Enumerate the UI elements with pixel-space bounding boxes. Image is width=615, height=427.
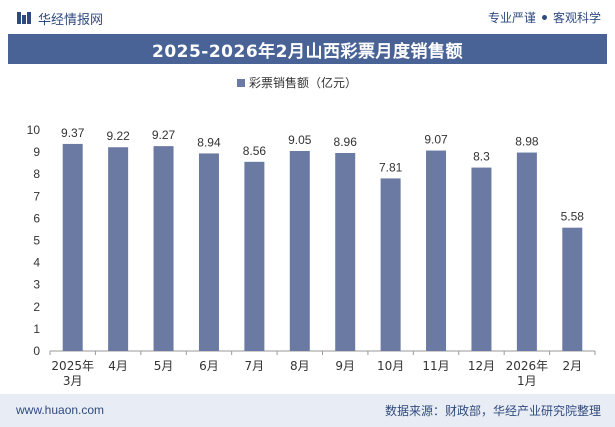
x-tick-label: 12月 xyxy=(468,359,495,373)
bar-chart: 彩票销售额（亿元） 0 1 2 3 4 5 6 7 8 9 10 2025年 3月 4月 5月 6月 7月 8月… xyxy=(27,75,596,388)
x-tick-label: 6月 xyxy=(199,359,219,373)
brand-logo: 华经情报网 xyxy=(16,8,103,28)
bar xyxy=(471,167,492,351)
bar-value-label: 9.22 xyxy=(106,129,130,143)
bar xyxy=(380,178,401,351)
x-tick-label: 5月 xyxy=(154,359,174,373)
bar xyxy=(516,152,537,351)
footer-website: www.huaon.com xyxy=(16,403,105,417)
footer-source: 数据来源：财政部，华经产业研究院整理 xyxy=(384,404,601,418)
chart-legend: 彩票销售额（亿元） xyxy=(237,75,357,90)
data-labels: 9.37 9.22 9.27 8.94 8.56 9.05 8.96 7.81 9.07 8.3 8… xyxy=(61,126,584,224)
bar-value-label: 5.58 xyxy=(561,210,585,224)
bar xyxy=(62,143,83,351)
bar xyxy=(244,161,265,351)
brand-name: 华经情报网 xyxy=(38,12,104,28)
y-tick-label: 8 xyxy=(33,167,40,181)
x-tick-label: 8月 xyxy=(290,359,310,373)
bar-value-label: 8.96 xyxy=(334,135,358,149)
y-tick-label: 5 xyxy=(33,234,40,248)
tagline: 专业严谨 客观科学 xyxy=(488,9,601,26)
chart-title: 2025-2026年2月山西彩票月度销售额 xyxy=(151,41,463,62)
y-tick-label: 2 xyxy=(33,300,40,314)
tagline-right: 客观科学 xyxy=(552,11,601,25)
y-tick-label: 4 xyxy=(33,256,40,270)
brand-logo-icon xyxy=(17,12,31,24)
bar-value-label: 8.3 xyxy=(473,150,490,164)
tagline-dot-icon xyxy=(541,15,547,20)
y-tick-label: 1 xyxy=(33,322,40,336)
y-tick-label: 6 xyxy=(33,211,40,225)
y-tick-label: 7 xyxy=(33,189,40,203)
x-tick-label: 9月 xyxy=(335,359,355,373)
bar xyxy=(198,153,219,351)
x-tick-label: 10月 xyxy=(377,359,404,373)
bar xyxy=(289,150,310,351)
y-tick-label: 3 xyxy=(33,278,40,292)
x-axis: 2025年 3月 4月 5月 6月 7月 8月 9月 10月 11月 12月 2026年 1月 2月 xyxy=(49,350,596,388)
y-tick-label: 9 xyxy=(33,145,40,159)
legend-label: 彩票销售额（亿元） xyxy=(249,75,357,90)
bar-value-label: 9.37 xyxy=(61,126,85,140)
x-tick-label: 2025年 3月 xyxy=(51,359,94,388)
bar-value-label: 9.27 xyxy=(152,128,176,142)
x-tick-label: 2月 xyxy=(562,359,582,373)
bar-value-label: 9.07 xyxy=(424,133,448,147)
bar-value-label: 8.56 xyxy=(243,144,267,158)
y-tick-label: 0 xyxy=(33,344,40,358)
bar-value-label: 7.81 xyxy=(379,160,403,174)
legend-swatch xyxy=(237,79,245,87)
chart-title-bar: 2025-2026年2月山西彩票月度销售额 xyxy=(8,34,607,64)
bar xyxy=(562,227,583,351)
bar xyxy=(108,147,129,351)
top-bar: 华经情报网 专业严谨 客观科学 xyxy=(0,0,615,36)
x-tick-label: 4月 xyxy=(108,359,128,373)
bar-value-label: 9.05 xyxy=(288,133,312,147)
footer: www.huaon.com 数据来源：财政部，华经产业研究院整理 xyxy=(0,394,615,427)
y-tick-label: 10 xyxy=(27,123,41,137)
bar-value-label: 8.98 xyxy=(515,135,539,149)
bars xyxy=(62,143,583,351)
y-axis: 0 1 2 3 4 5 6 7 8 9 10 xyxy=(27,123,41,358)
bar xyxy=(426,150,447,351)
x-tick-label: 11月 xyxy=(422,359,449,373)
bar-value-label: 8.94 xyxy=(197,135,221,149)
bar xyxy=(153,146,174,351)
tagline-left: 专业严谨 xyxy=(487,11,536,25)
x-tick-label: 7月 xyxy=(245,359,265,373)
bar xyxy=(335,152,356,351)
x-tick-label: 2026年 1月 xyxy=(506,359,549,388)
